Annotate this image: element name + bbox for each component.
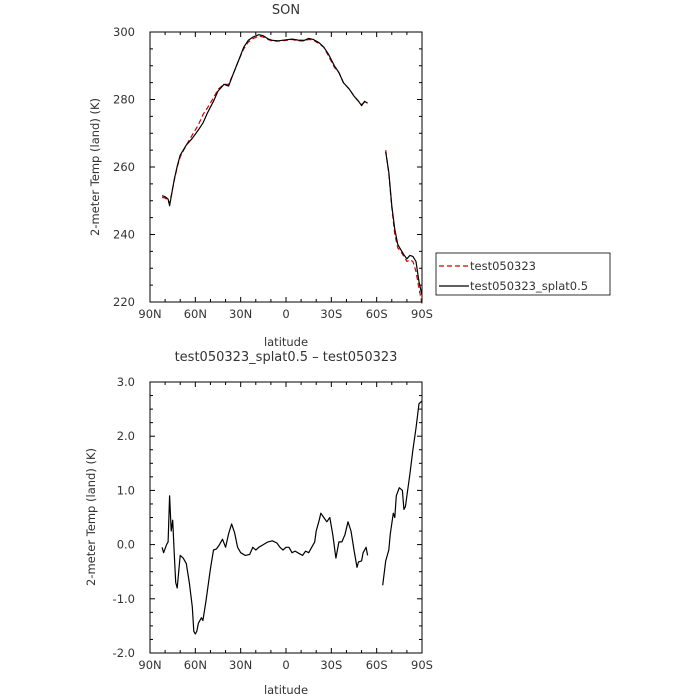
top-legend: test050323 test050323_splat0.5	[435, 252, 611, 296]
top-series-1-line	[161, 35, 368, 205]
bottom-y-tick-label: 1.0	[117, 483, 135, 497]
bottom-x-tick-label: 60S	[366, 658, 388, 672]
bottom-x-tick-label: 90N	[138, 658, 161, 672]
bottom-series-group	[161, 400, 423, 635]
top-series-2-line	[161, 34, 368, 207]
top-ticks: 90N 60N 30N 0 30S 60S 90S 220 240 260 280 300	[113, 25, 433, 321]
bottom-y-tick-label: 2.0	[117, 429, 135, 443]
top-plot-frame	[149, 31, 423, 303]
bottom-y-tick-label: 0.0	[117, 538, 135, 552]
bottom-x-axis-title: latitude	[264, 683, 308, 697]
top-x-tick-label: 60N	[184, 307, 207, 321]
bottom-series-1-line	[382, 400, 423, 586]
top-x-tick-label: 90N	[138, 307, 161, 321]
legend-box	[435, 252, 611, 296]
top-x-tick-label: 30N	[229, 307, 252, 321]
bottom-series-1-line	[161, 495, 369, 635]
bottom-x-tick-label: 30N	[229, 658, 252, 672]
top-series-2-line	[385, 151, 423, 296]
top-y-tick-label: 300	[113, 25, 135, 39]
bottom-x-tick-label: 90S	[411, 658, 433, 672]
top-x-tick-label: 30S	[320, 307, 342, 321]
top-chart: SON 90N 60N 30N 0 30S 60S 90S 220 240 260 280 300 l…	[88, 3, 611, 349]
bottom-y-axis-title: 2-meter Temp (land) (K)	[84, 448, 98, 586]
bottom-y-tick-label: -1.0	[113, 592, 135, 606]
top-x-tick-label: 90S	[411, 307, 433, 321]
legend-label-series-2: test050323_splat0.5	[470, 279, 588, 293]
top-chart-title: SON	[272, 3, 300, 18]
top-series-1-line	[385, 150, 423, 304]
top-x-tick-label: 60S	[366, 307, 388, 321]
legend-label-series-1: test050323	[470, 259, 536, 273]
bottom-y-tick-label: 3.0	[117, 375, 135, 389]
bottom-plot-frame	[149, 381, 423, 654]
top-x-axis-title: latitude	[264, 335, 308, 349]
top-y-tick-label: 280	[113, 93, 135, 107]
bottom-x-tick-label: 0	[282, 658, 289, 672]
top-y-tick-label: 240	[113, 228, 135, 242]
bottom-x-tick-label: 30S	[320, 658, 342, 672]
bottom-chart-title: test050323_splat0.5 – test050323	[175, 350, 398, 365]
bottom-ticks: 90N 60N 30N 0 30S 60S 90S -2.0 -1.0 0.0 1.0 2.0 3.0	[113, 375, 433, 672]
top-y-tick-label: 220	[113, 295, 135, 309]
bottom-y-tick-label: -2.0	[113, 646, 135, 660]
top-y-axis-title: 2-meter Temp (land) (K)	[88, 98, 102, 236]
bottom-x-tick-label: 60N	[184, 658, 207, 672]
top-x-tick-label: 0	[282, 307, 289, 321]
bottom-chart: test050323_splat0.5 – test050323 90N 60N 3…	[84, 350, 433, 697]
top-series-group	[161, 34, 423, 304]
top-y-tick-label: 260	[113, 160, 135, 174]
